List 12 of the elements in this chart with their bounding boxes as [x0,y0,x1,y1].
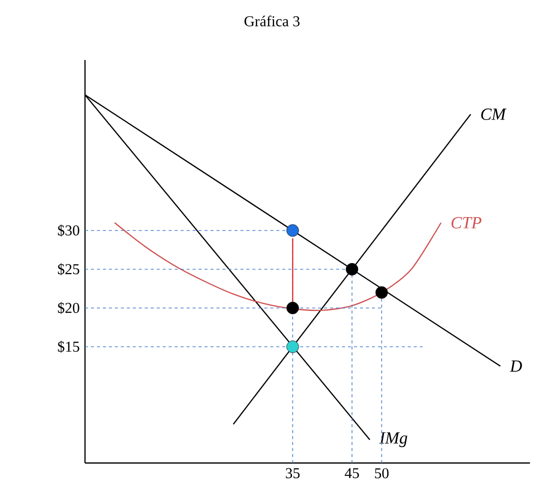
x-tick-label: 45 [344,468,359,478]
series-label: IMg [379,432,408,448]
series-label: CM [481,108,507,120]
series-label: CTP [452,217,482,228]
chart-title: Gráfica 3 [244,16,300,26]
x-tick-label: 50 [375,468,389,478]
y-tick-label: $25 [58,263,80,276]
y-tick-label: $20 [58,302,80,314]
series-label: D [510,360,522,372]
x-tick-label: 35 [286,468,300,478]
y-tick-label: $15 [58,340,80,353]
y-tick-label: $30 [58,224,80,236]
